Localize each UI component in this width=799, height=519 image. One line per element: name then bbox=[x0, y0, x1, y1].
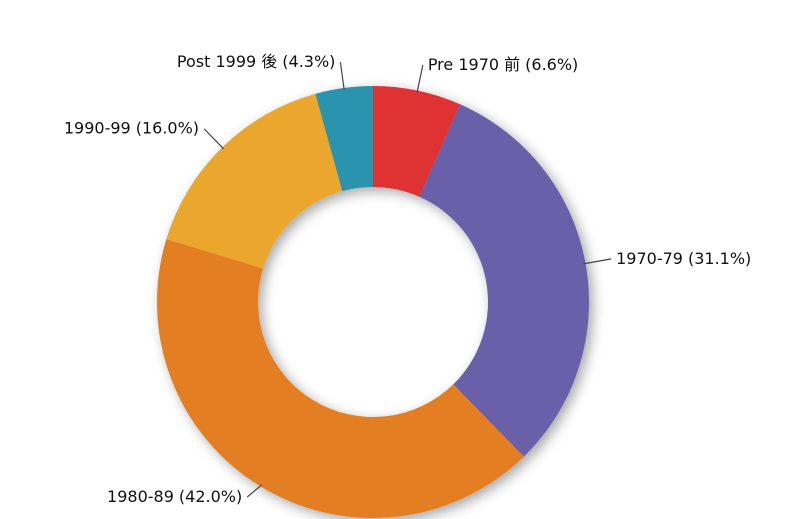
value-label: (42.0%) bbox=[179, 487, 242, 506]
value-label: (31.1%) bbox=[688, 248, 751, 267]
value-label: (16.0%) bbox=[136, 118, 199, 137]
slice bbox=[315, 86, 373, 192]
slice-label: 1990-99 (16.0%) bbox=[64, 118, 199, 137]
slice-label: Post 1999 後 (4.3%) bbox=[177, 52, 336, 71]
category-name: Post 1999 後 bbox=[177, 52, 277, 71]
slice-label: 1980-89 (42.0%) bbox=[107, 487, 242, 506]
leader-line bbox=[339, 62, 345, 91]
category-name: 1980-89 bbox=[107, 487, 174, 506]
category-name: Pre 1970 前 bbox=[428, 55, 520, 74]
slice-label: 1970-79 (31.1%) bbox=[616, 248, 751, 267]
slice bbox=[373, 86, 461, 197]
donut bbox=[157, 86, 589, 519]
category-name: 1990-99 bbox=[64, 118, 131, 137]
value-label: (6.6%) bbox=[525, 55, 578, 74]
leader-line bbox=[203, 128, 225, 150]
value-label: (4.3%) bbox=[282, 52, 335, 71]
category-name: 1970-79 bbox=[616, 248, 683, 267]
leader-line bbox=[416, 65, 424, 93]
leader-line bbox=[246, 484, 263, 498]
leader-line bbox=[583, 258, 612, 265]
slice bbox=[157, 239, 524, 519]
slice-label: Pre 1970 前 (6.6%) bbox=[428, 55, 578, 74]
slice bbox=[419, 104, 589, 457]
slice bbox=[166, 93, 343, 269]
